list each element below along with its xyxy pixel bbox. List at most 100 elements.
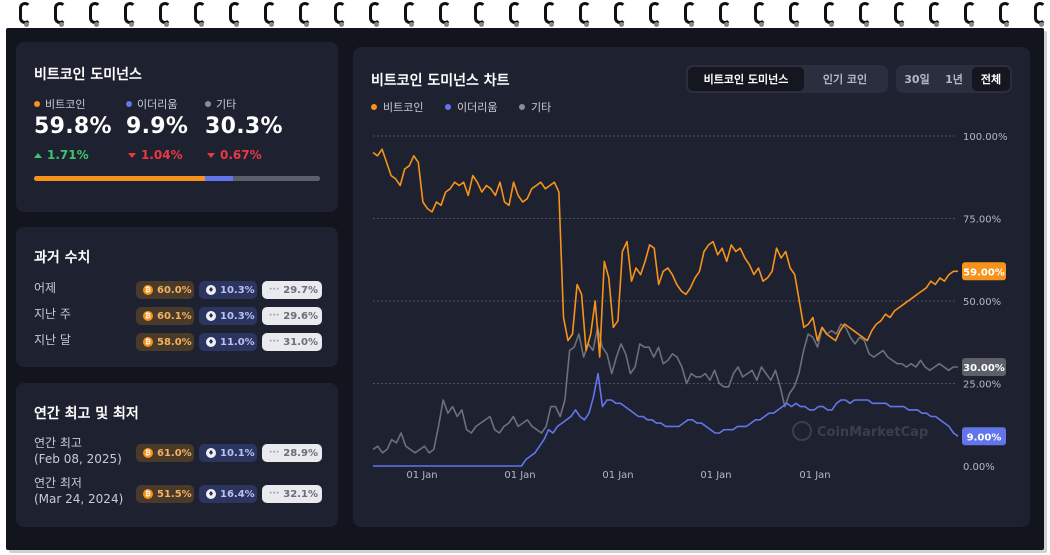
legend-btc: 비트코인 bbox=[34, 96, 85, 112]
y-tick-label: 0.00% bbox=[963, 462, 995, 473]
coinmarketcap-logo-icon bbox=[792, 421, 812, 441]
bitcoin-icon: ₿ bbox=[143, 489, 153, 499]
binding-ring bbox=[648, 2, 662, 30]
badge-value: 59.00% bbox=[963, 267, 1005, 278]
legend-others-label: 기타 bbox=[216, 98, 237, 111]
range-30d[interactable]: 30일 bbox=[904, 73, 930, 86]
x-tick-label: 01 Jan bbox=[406, 470, 437, 481]
others-value: 29.6% bbox=[283, 310, 318, 322]
btc-pill: ₿ 60.0% bbox=[136, 281, 194, 299]
binding-ring bbox=[928, 2, 942, 30]
yearly-card-title: 연간 최고 및 최저 bbox=[34, 406, 139, 422]
binding-ring bbox=[123, 2, 137, 30]
chart-grid bbox=[373, 135, 956, 384]
binding-ring bbox=[263, 2, 277, 30]
binding-ring bbox=[823, 2, 837, 30]
others-pill: ··· 29.7% bbox=[262, 281, 322, 299]
badge-value: 30.00% bbox=[963, 363, 1005, 374]
history-row-label: 지난 달 bbox=[34, 333, 71, 347]
binding-ring bbox=[193, 2, 207, 30]
binding-ring bbox=[858, 2, 872, 30]
more-dots-icon: ··· bbox=[269, 311, 280, 321]
btc-change: 1.71% bbox=[34, 148, 89, 162]
x-tick-label: 01 Jan bbox=[799, 470, 830, 481]
x-tick-label: 01 Jan bbox=[504, 470, 535, 481]
tab-popular-coins[interactable]: 인기 코인 bbox=[822, 73, 868, 86]
badge-value: 9.00% bbox=[967, 432, 1002, 443]
ethereum-icon: ♦ bbox=[206, 285, 216, 295]
history-row-label: 어제 bbox=[34, 281, 57, 295]
binding-ring bbox=[158, 2, 172, 30]
binding-ring bbox=[508, 2, 522, 30]
y-tick-label: 100.00% bbox=[963, 132, 1008, 143]
binding-ring bbox=[963, 2, 977, 30]
binding-ring bbox=[718, 2, 732, 30]
binding-ring bbox=[228, 2, 242, 30]
binding-ring bbox=[403, 2, 417, 30]
ethereum-icon: ♦ bbox=[206, 311, 216, 321]
binding-ring bbox=[683, 2, 697, 30]
y-axis-ticks: 100.00% 75.00% 50.00% 25.00% 0.00% bbox=[963, 132, 1008, 473]
y-tick-label: 50.00% bbox=[963, 297, 1001, 308]
others-dominance-value: 30.3% bbox=[205, 114, 283, 139]
btc-value: 51.5% bbox=[157, 488, 192, 500]
btc-value: 60.0% bbox=[157, 284, 192, 296]
btc-pill: ₿ 51.5% bbox=[136, 485, 194, 503]
dominance-line-chart[interactable]: CoinMarketCap 100.00% 75.00% 50.00% 25.00% 0… bbox=[353, 47, 1030, 527]
ethereum-icon: ♦ bbox=[206, 489, 216, 499]
more-dots-icon: ··· bbox=[269, 285, 280, 295]
binding-ring bbox=[88, 2, 102, 30]
chart-title: 비트코인 도미넌스 차트 bbox=[371, 73, 510, 89]
range-toggle: 30일 1년 전체 bbox=[896, 65, 1012, 93]
others-value: 29.7% bbox=[283, 284, 318, 296]
others-change-value: 0.67% bbox=[220, 148, 262, 162]
btc-pill: ₿ 60.1% bbox=[136, 307, 194, 325]
dominance-page: 비트코인 도미넌스 비트코인 이더리움 기타 59.8% 9.9% 30.3% … bbox=[6, 28, 1044, 550]
btc-value: 58.0% bbox=[157, 336, 192, 348]
yearly-low-date: (Mar 24, 2024) bbox=[34, 492, 124, 506]
others-value: 31.0% bbox=[283, 336, 318, 348]
bitcoin-icon: ₿ bbox=[143, 337, 153, 347]
binding-ring bbox=[613, 2, 627, 30]
others-pill: ··· 28.9% bbox=[262, 444, 322, 462]
chart-legend-btc: 비트코인 bbox=[371, 99, 423, 115]
eth-dot-icon bbox=[126, 101, 132, 107]
binding-ring bbox=[438, 2, 452, 30]
binding-ring bbox=[893, 2, 907, 30]
btc-value: 60.1% bbox=[157, 310, 192, 322]
binding-ring bbox=[753, 2, 767, 30]
legend-eth-label: 이더리움 bbox=[137, 98, 178, 111]
chart-tab-toggle: 비트코인 도미넌스 인기 코인 bbox=[686, 65, 888, 93]
ethereum-icon: ♦ bbox=[206, 337, 216, 347]
others-value: 32.1% bbox=[283, 488, 318, 500]
btc-pill: ₿ 61.0% bbox=[136, 444, 194, 462]
x-tick-label: 01 Jan bbox=[602, 470, 633, 481]
range-all[interactable]: 전체 bbox=[972, 67, 1010, 91]
bitcoin-icon: ₿ bbox=[143, 285, 153, 295]
binding-ring bbox=[473, 2, 487, 30]
series-line-eth bbox=[373, 372, 959, 467]
ethereum-icon: ♦ bbox=[206, 448, 216, 458]
eth-value: 16.4% bbox=[220, 488, 255, 500]
range-1y[interactable]: 1년 bbox=[945, 73, 963, 86]
more-dots-icon: ··· bbox=[269, 489, 280, 499]
dominance-share-bar bbox=[34, 176, 320, 181]
eth-dot-icon bbox=[445, 104, 451, 110]
tab-btc-dominance[interactable]: 비트코인 도미넌스 bbox=[688, 67, 804, 91]
eth-pill: ♦ 10.3% bbox=[199, 307, 257, 325]
dominance-card: 비트코인 도미넌스 비트코인 이더리움 기타 59.8% 9.9% 30.3% … bbox=[16, 42, 338, 212]
watermark-text: CoinMarketCap bbox=[817, 425, 928, 440]
history-row-label: 지난 주 bbox=[34, 307, 71, 321]
dominance-card-title: 비트코인 도미넌스 bbox=[34, 67, 142, 83]
eth-value: 10.3% bbox=[220, 310, 255, 322]
y-tick-label: 25.00% bbox=[963, 380, 1001, 391]
bitcoin-icon: ₿ bbox=[143, 311, 153, 321]
legend-btc-label: 비트코인 bbox=[45, 98, 86, 111]
yearly-low-title: 연간 최저 bbox=[34, 476, 82, 490]
binding-ring bbox=[788, 2, 802, 30]
eth-value: 10.1% bbox=[220, 447, 255, 459]
others-change: 0.67% bbox=[207, 148, 262, 162]
caret-up-icon bbox=[34, 152, 42, 158]
binding-ring bbox=[18, 2, 32, 30]
share-bar-eth bbox=[205, 176, 234, 181]
